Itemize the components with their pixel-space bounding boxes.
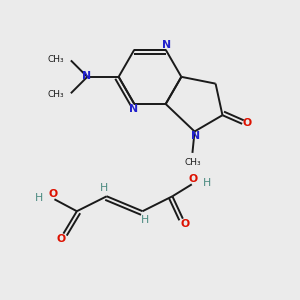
Text: N: N [82,71,91,81]
Text: O: O [181,219,190,229]
Text: H: H [35,194,43,203]
Text: CH₃: CH₃ [48,90,64,99]
Text: O: O [243,118,252,128]
Text: O: O [56,234,66,244]
Text: H: H [100,183,108,193]
Text: CH₃: CH₃ [185,158,201,167]
Text: N: N [162,40,171,50]
Text: N: N [191,131,200,141]
Text: H: H [203,178,212,188]
Text: O: O [189,174,198,184]
Text: O: O [48,189,58,199]
Text: H: H [141,214,149,225]
Text: CH₃: CH₃ [48,55,64,64]
Text: N: N [129,104,138,114]
